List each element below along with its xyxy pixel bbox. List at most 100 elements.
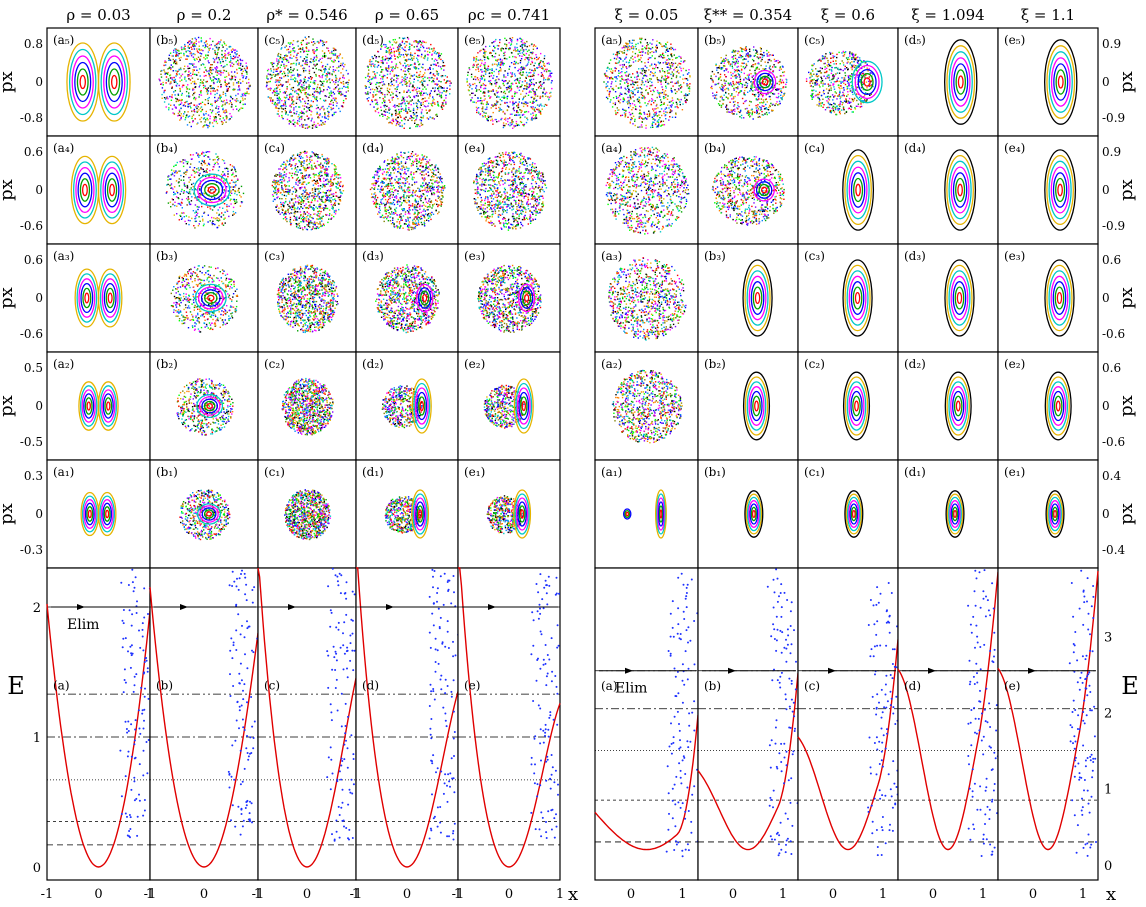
chaotic-point (408, 108, 410, 111)
chaotic-point (480, 86, 482, 89)
chaotic-point (223, 180, 225, 182)
chaotic-point (381, 81, 383, 83)
chaotic-point (266, 84, 268, 86)
chaotic-point (477, 79, 479, 81)
chaotic-point (297, 153, 299, 155)
chaotic-point (163, 69, 165, 71)
chaotic-point (512, 83, 514, 85)
chaotic-point (502, 111, 504, 113)
chaotic-point (496, 101, 499, 103)
chaotic-point (191, 63, 193, 65)
chaotic-point (217, 169, 220, 172)
chaotic-point (477, 59, 479, 61)
chaotic-point (239, 101, 241, 104)
chaotic-point (511, 121, 513, 123)
chaotic-point (326, 174, 328, 176)
chaotic-point (183, 52, 185, 55)
chaotic-point (398, 105, 400, 108)
chaotic-point (211, 216, 213, 219)
chaotic-point (410, 54, 412, 57)
chaotic-point (166, 191, 168, 193)
chaotic-point (418, 48, 421, 51)
chaotic-point (246, 71, 248, 73)
chaotic-point (242, 103, 244, 106)
chaotic-point (415, 117, 418, 119)
chaotic-point (177, 94, 180, 96)
chaotic-point (302, 47, 304, 49)
chaotic-point (206, 88, 208, 90)
chaotic-point (186, 169, 188, 171)
chaotic-point (168, 54, 171, 56)
chaotic-point (405, 107, 407, 109)
chaotic-point (384, 100, 386, 102)
chaotic-point (542, 95, 544, 97)
chaotic-point (340, 94, 342, 96)
chaotic-point (218, 157, 220, 160)
chaotic-point (179, 119, 181, 121)
chaotic-point (299, 125, 301, 127)
chaotic-point (313, 209, 315, 211)
chaotic-point (484, 115, 486, 117)
chaotic-point (241, 97, 244, 99)
chaotic-point (240, 59, 242, 62)
chaotic-point (327, 86, 330, 88)
chaotic-point (326, 63, 329, 66)
chaotic-point (304, 102, 307, 104)
chaotic-point (266, 81, 268, 83)
chaotic-point (339, 53, 341, 56)
chaotic-point (311, 117, 313, 119)
chaotic-point (287, 211, 289, 213)
chaotic-point (235, 199, 238, 201)
chaotic-point (430, 43, 432, 46)
chaotic-point (339, 77, 341, 80)
chaotic-point (281, 107, 283, 110)
chaotic-point (213, 82, 215, 85)
chaotic-point (401, 84, 404, 86)
chaotic-point (305, 69, 307, 72)
chaotic-point (304, 87, 306, 89)
chaotic-point (325, 117, 327, 119)
chaotic-point (301, 195, 304, 197)
chaotic-point (178, 111, 181, 113)
chaotic-point (321, 81, 323, 83)
chaotic-point (391, 99, 394, 101)
chaotic-point (326, 74, 328, 77)
chaotic-point (290, 42, 293, 44)
chaotic-point (203, 212, 205, 214)
chaotic-point (392, 66, 394, 68)
chaotic-point (305, 60, 307, 62)
chaotic-point (227, 175, 229, 178)
chaotic-point (513, 124, 515, 127)
chaotic-point (304, 187, 306, 189)
chaotic-point (384, 55, 387, 58)
chaotic-point (212, 48, 214, 50)
chaotic-point (184, 159, 186, 161)
chaotic-point (486, 118, 489, 120)
chaotic-point (371, 60, 373, 63)
chaotic-point (512, 127, 514, 129)
chaotic-point (318, 210, 320, 212)
chaotic-point (518, 50, 521, 53)
chaotic-point (206, 93, 209, 95)
chaotic-point (338, 184, 341, 187)
chaotic-point (283, 96, 286, 99)
chaotic-point (227, 173, 229, 175)
chaotic-point (314, 192, 316, 195)
chaotic-point (279, 192, 282, 194)
chaotic-point (530, 51, 533, 54)
chaotic-point (194, 118, 196, 120)
chaotic-point (171, 96, 173, 99)
chaotic-point (440, 96, 443, 99)
chaotic-point (376, 103, 379, 106)
chaotic-point (198, 223, 200, 225)
chaotic-point (170, 169, 173, 171)
chaotic-point (335, 97, 337, 100)
chaotic-point (183, 172, 185, 175)
chaotic-point (524, 85, 526, 87)
chaotic-point (418, 55, 420, 57)
chaotic-point (500, 61, 503, 64)
chaotic-point (283, 71, 285, 73)
chaotic-point (508, 68, 510, 70)
chaotic-point (284, 101, 286, 104)
